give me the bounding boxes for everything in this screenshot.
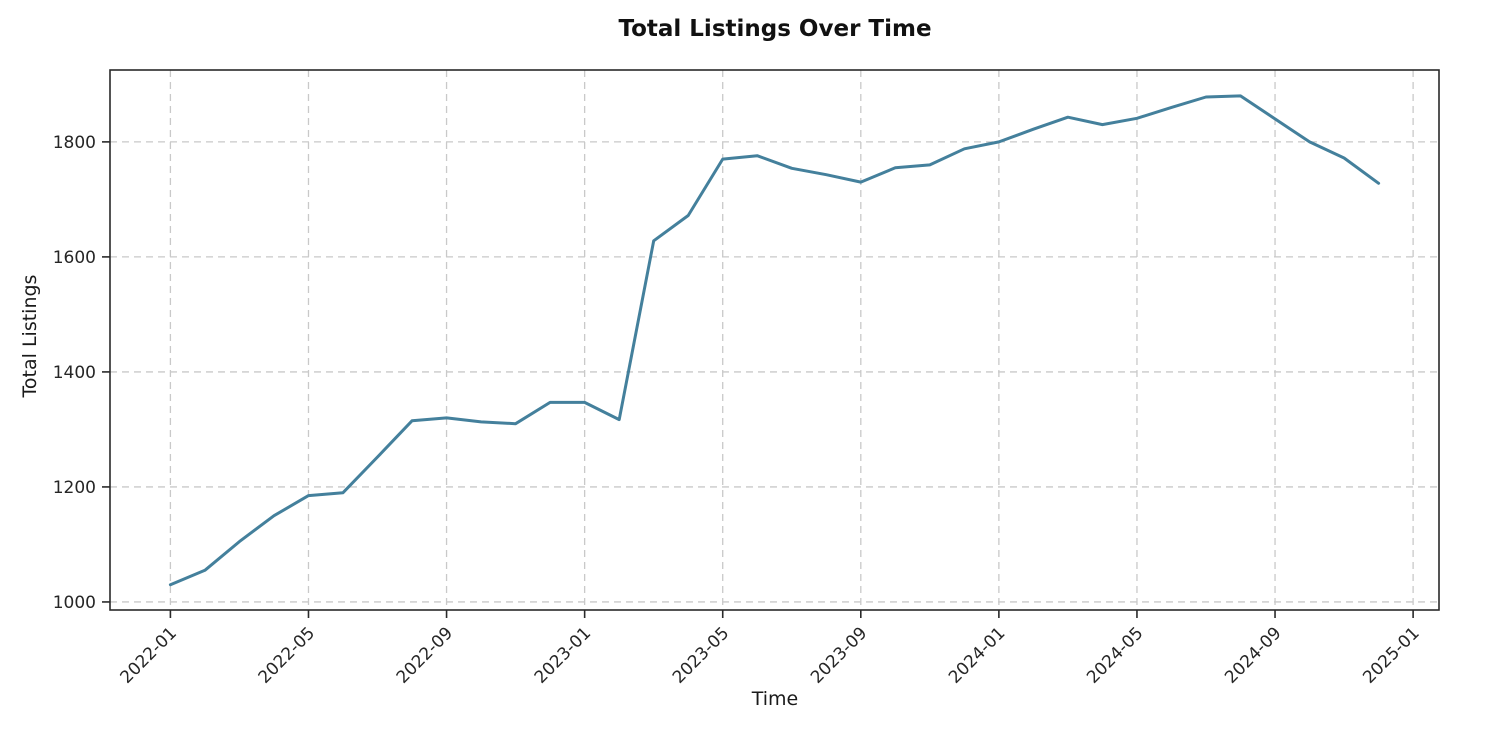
x-tick-label: 2023-01 [531,623,595,687]
total-listings-line [168,94,1381,587]
x-tick-label: 2022-05 [255,623,319,687]
x-tick-label: 2022-01 [117,623,181,687]
chart-title: Total Listings Over Time [618,16,931,42]
plot-border [109,69,1440,611]
y-tick-label: 1800 [53,133,96,153]
y-tick-label: 1200 [53,478,96,498]
plot-area: 1000 1200 1400 1600 1800 2022-01 2022-05 2022-0… [53,69,1440,688]
x-tick-label: 2023-05 [669,623,733,687]
x-tick-label: 2023-09 [807,623,871,687]
x-tick-label: 2025-01 [1359,623,1423,687]
y-axis-label: Total Listings [19,275,41,399]
y-tick-label: 1600 [53,248,96,268]
x-axis-label: Time [751,688,799,710]
x-tick-label: 2022-09 [393,623,457,687]
y-tick-label: 1400 [53,363,96,383]
x-tick-label: 2024-09 [1221,623,1285,687]
x-tick-label: 2024-05 [1083,623,1147,687]
y-tick-label: 1000 [53,593,96,613]
x-tick-label: 2024-01 [945,623,1009,687]
